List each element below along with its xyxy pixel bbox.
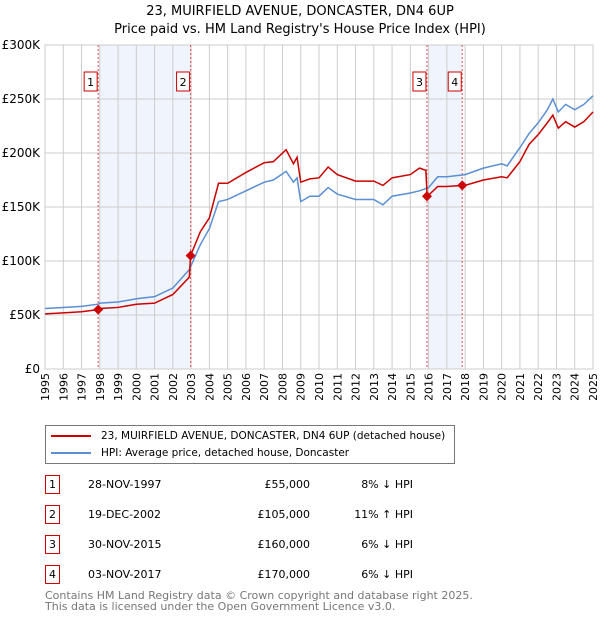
x-tick-label: 2003 — [185, 373, 198, 400]
x-tick-label: 2015 — [404, 373, 417, 400]
plot-frame — [44, 44, 594, 370]
x-tick-label: 2018 — [459, 373, 472, 400]
sale-hpi-diff: 8% ↓ HPI — [361, 478, 413, 491]
sale-hpi-diff: 6% ↓ HPI — [361, 568, 413, 581]
sale-date: 30-NOV-2015 — [88, 538, 162, 551]
legend-item-property: 23, MUIRFIELD AVENUE, DONCASTER, DN4 6UP… — [51, 430, 445, 442]
x-tick-label: 2010 — [313, 373, 326, 400]
sale-date: 03-NOV-2017 — [88, 568, 162, 581]
footer: Contains HM Land Registry data © Crown c… — [45, 590, 473, 612]
sale-label: 1 — [87, 76, 94, 89]
x-tick-label: 2006 — [240, 373, 253, 400]
sale-label-box — [176, 71, 191, 92]
series-line — [44, 111, 594, 315]
sale-price: £160,000 — [257, 538, 311, 551]
sale-row: 1 28-NOV-1997 £55,000 8% ↓ HPI — [45, 475, 445, 495]
y-tick-label: £100K — [2, 254, 42, 268]
y-tick-label: £250K — [2, 92, 42, 106]
chart-title: 23, MUIRFIELD AVENUE, DONCASTER, DN4 6UP — [146, 4, 454, 19]
legend-item-hpi: HPI: Average price, detached house, Donc… — [51, 447, 349, 459]
legend-swatch-blue — [51, 452, 91, 454]
sale-label: 3 — [416, 76, 423, 89]
x-tick-label: 2009 — [295, 373, 308, 400]
x-tick-label: 1998 — [94, 373, 107, 400]
x-tick-label: 1999 — [112, 373, 125, 400]
x-tick-label: 2004 — [203, 373, 216, 400]
chart-subtitle: Price paid vs. HM Land Registry's House … — [114, 22, 486, 37]
sale-row: 3 30-NOV-2015 £160,000 6% ↓ HPI — [45, 535, 445, 555]
legend-swatch-red — [51, 435, 91, 437]
sale-label: 2 — [180, 76, 187, 89]
x-tick-label: 1996 — [57, 373, 70, 400]
sale-number: 3 — [45, 535, 60, 554]
sale-point — [93, 304, 104, 315]
sale-hpi-diff: 6% ↓ HPI — [361, 538, 413, 551]
sale-point — [421, 191, 432, 202]
series-line — [44, 95, 594, 310]
x-tick-label: 2016 — [423, 373, 436, 400]
x-tick-label: 2000 — [130, 373, 143, 400]
sale-price: £105,000 — [257, 508, 311, 521]
legend: 23, MUIRFIELD AVENUE, DONCASTER, DN4 6UP… — [45, 425, 455, 464]
y-tick-label: £50K — [9, 308, 41, 322]
x-tick-label: 2013 — [368, 373, 381, 400]
sale-row: 4 03-NOV-2017 £170,000 6% ↓ HPI — [45, 565, 445, 585]
footer-line1: Contains HM Land Registry data © Crown c… — [45, 589, 473, 602]
legend-label: 23, MUIRFIELD AVENUE, DONCASTER, DN4 6UP… — [101, 430, 446, 442]
x-tick-label: 2019 — [477, 373, 490, 400]
x-tick-label: 2025 — [587, 373, 600, 400]
x-tick-label: 1997 — [76, 373, 89, 400]
x-tick-label: 2023 — [550, 373, 563, 400]
x-tick-label: 2007 — [258, 373, 271, 400]
x-tick-label: 2017 — [441, 373, 454, 400]
sale-number: 4 — [45, 565, 60, 584]
sale-label-box — [447, 71, 462, 92]
sale-label-box — [412, 71, 427, 92]
x-tick-label: 2014 — [386, 373, 399, 400]
sale-date: 19-DEC-2002 — [88, 508, 162, 521]
x-tick-label: 2002 — [167, 373, 180, 400]
legend-label: HPI: Average price, detached house, Donc… — [101, 447, 350, 459]
sale-date: 28-NOV-1997 — [88, 478, 162, 491]
y-tick-label: £0 — [25, 362, 40, 376]
sale-label-box — [83, 71, 98, 92]
x-tick-label: 2005 — [222, 373, 235, 400]
sale-point — [185, 250, 196, 261]
x-tick-label: 2024 — [569, 373, 582, 400]
y-tick-label: £150K — [2, 200, 42, 214]
sale-hpi-diff: 11% ↑ HPI — [354, 508, 413, 521]
x-tick-label: 2001 — [149, 373, 162, 400]
chart-plot: 1995 1996 1997 1998 1999 2000 2001 2002 2003 2004… — [2, 38, 600, 400]
x-tick-label: 2008 — [276, 373, 289, 400]
x-tick-label: 2012 — [350, 373, 363, 400]
x-tick-label: 2021 — [514, 373, 527, 400]
sale-point — [457, 180, 468, 191]
y-tick-label: £200K — [2, 146, 42, 160]
x-tick-label: 2011 — [331, 373, 344, 400]
x-tick-label: 2022 — [532, 373, 545, 400]
sale-number: 1 — [45, 475, 60, 494]
sale-price: £55,000 — [264, 478, 311, 491]
y-tick-label: £300K — [2, 38, 42, 52]
sale-label: 4 — [451, 76, 458, 89]
x-tick-label: 2020 — [496, 373, 509, 400]
x-tick-label: 1995 — [39, 373, 52, 400]
sale-number: 2 — [45, 505, 60, 524]
sale-price: £170,000 — [257, 568, 311, 581]
footer-line2: This data is licensed under the Open Gov… — [45, 600, 396, 613]
sale-row: 2 19-DEC-2002 £105,000 11% ↑ HPI — [45, 505, 445, 525]
